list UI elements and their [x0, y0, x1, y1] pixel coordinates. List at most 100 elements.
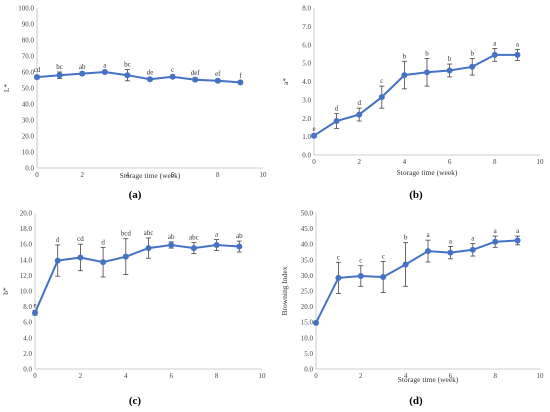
panel-4-data-point [313, 319, 319, 326]
panel-2-data-point [424, 69, 430, 76]
panel-3-y-tick-label: 8.0 [23, 303, 32, 311]
panel-3-significance-letter: a [215, 231, 219, 239]
panel-2-y-tick-label: 8.0 [302, 5, 311, 13]
panel-2-significance-letter: b [403, 52, 407, 60]
panel-3-x-tick-label: 4 [124, 372, 128, 380]
panel-4-x-tick-label: 6 [449, 372, 453, 380]
panel-1-y-tick-label: 70.0 [22, 53, 35, 61]
panel-1-data-point [192, 76, 199, 83]
panel-3-y-tick-label: 10.0 [20, 288, 33, 296]
panel-2-x-tick-label: 8 [493, 158, 497, 166]
panel-1-significance-letter: cd [34, 66, 41, 74]
panel-3-data-point [32, 309, 38, 316]
panel-4-data-point [380, 273, 387, 280]
panel-1-data-point [101, 69, 108, 75]
panel-1-y-tick-label: 100.0 [18, 5, 34, 13]
panel-1-x-tick-label: 8 [216, 171, 220, 179]
panel-3-y-tick-label: 4.0 [23, 334, 32, 342]
panel-3-y-tick-label: 16.0 [20, 241, 33, 249]
panel-2-y-tick-label: 5.0 [302, 60, 311, 68]
panel-1-data-point [79, 70, 86, 77]
panel-4-y-tick-label: 30.0 [301, 272, 314, 280]
panel-2-data-point [401, 72, 408, 79]
panel-4-y-tick-label: 5.0 [304, 350, 313, 358]
panel-1-data-point [34, 74, 40, 81]
panel-2-y-tick-label: 1.0 [302, 133, 311, 141]
panel-3-y-tick-label: 0.0 [23, 366, 32, 374]
panel-4-significance-letter: b [404, 234, 408, 242]
panel-2-label: (b) [409, 189, 423, 201]
panel-4-significance-letter: a [426, 231, 430, 239]
panel-4-x-axis-title: Storage time (week) [398, 375, 459, 384]
panel-4-significance-letter: a [516, 227, 520, 235]
panel-2-data-point [469, 63, 476, 70]
panel-1-y-tick-label: 50.0 [22, 85, 35, 93]
panel-3-x-tick-label: 8 [215, 372, 219, 380]
panel-4-y-tick-label: 15.0 [301, 319, 314, 327]
panel-4-y-tick-label: 25.0 [301, 288, 314, 296]
panel-1-significance-letter: def [191, 69, 201, 77]
panel-4-y-tick-label: 40.0 [301, 241, 314, 249]
panel-4-significance-letter: c [382, 252, 385, 260]
panel-2-data-point [333, 118, 340, 125]
panel-1-significance-letter: bc [56, 63, 63, 71]
panel-1-x-tick-label: 4 [126, 171, 130, 179]
panel-1-y-tick-label: 30.0 [22, 117, 35, 125]
panel-1-y-tick-label: 90.0 [22, 21, 35, 29]
panel-3-significance-letter: cd [77, 235, 84, 243]
panel-1-y-tick-label: 60.0 [22, 69, 35, 77]
panel-4-x-tick-label: 0 [314, 372, 318, 380]
panel-1-y-tick-label: 0.0 [25, 165, 34, 173]
panel-2-significance-letter: e [312, 125, 315, 133]
panel-4-y-axis-title: Browning Index [280, 266, 289, 315]
panel-4-series-line [315, 239, 518, 324]
panel-2-significance-letter: b [448, 55, 452, 63]
panel-3-significance-letter: ab [168, 233, 175, 241]
panel-3-series-line [34, 243, 240, 314]
panel-2-significance-letter: d [335, 105, 339, 113]
panel-1-data-point [124, 72, 131, 79]
panel-3-data-point [77, 254, 84, 261]
panel-3-significance-letter: bcd [121, 230, 132, 238]
panel-2-data-point [491, 51, 498, 58]
panel-4-data-point [335, 274, 342, 281]
panel-4-data-point [469, 246, 476, 253]
panel-3-y-axis-title: b* [1, 287, 10, 295]
panel-2-x-tick-label: 6 [448, 158, 452, 166]
panel-4-label: (d) [409, 395, 423, 407]
panel-1-y-tick-label: 20.0 [22, 133, 35, 141]
panel-2-y-axis-title: a* [281, 78, 290, 85]
panel-4-y-tick-label: 50.0 [301, 210, 314, 218]
panel-2-data-point [514, 51, 521, 58]
panel-4-data-point [402, 261, 409, 268]
panel-1-series-line [36, 70, 241, 84]
panel-2-significance-letter: d [357, 99, 361, 107]
panel-2-y-tick-label: 4.0 [302, 78, 311, 86]
panel-3-x-tick-label: 10 [259, 372, 267, 380]
panel-1-y-axis-title: L* [2, 84, 11, 93]
panel-3-y-tick-label: 6.0 [23, 319, 32, 327]
panel-2-data-point [311, 132, 317, 139]
panel-4-data-point [447, 249, 454, 256]
panel-4-y-tick-label: 20.0 [301, 303, 314, 311]
panel-2-series-line [313, 53, 518, 137]
panel-3-data-point [145, 245, 152, 252]
panel-2-data-point [446, 67, 453, 74]
panel-2-significance-letter: a [493, 39, 497, 47]
panel-1-y-tick-label: 40.0 [22, 101, 35, 109]
panel-4-x-tick-label: 10 [537, 372, 545, 380]
panel-1-label: (a) [129, 189, 142, 201]
panel-2-significance-letter: b [425, 50, 429, 58]
panel-4-significance-letter: c [337, 253, 340, 261]
panel-1-significance-letter: ab [79, 63, 86, 71]
panel-1-significance-letter: ef [215, 70, 221, 78]
panel-3-x-tick-label: 2 [79, 372, 83, 380]
panel-1-data-point [214, 77, 221, 84]
panel-3-data-point [168, 241, 175, 248]
panel-1-data-point [56, 72, 63, 79]
panel-4-y-tick-label: 0.0 [304, 366, 313, 374]
panel-4-y-tick-label: 35.0 [301, 256, 314, 264]
panel-1-data-point [237, 79, 244, 86]
panel-3-significance-letter: d [56, 236, 60, 244]
panel-3-y-tick-label: 14.0 [20, 256, 33, 264]
